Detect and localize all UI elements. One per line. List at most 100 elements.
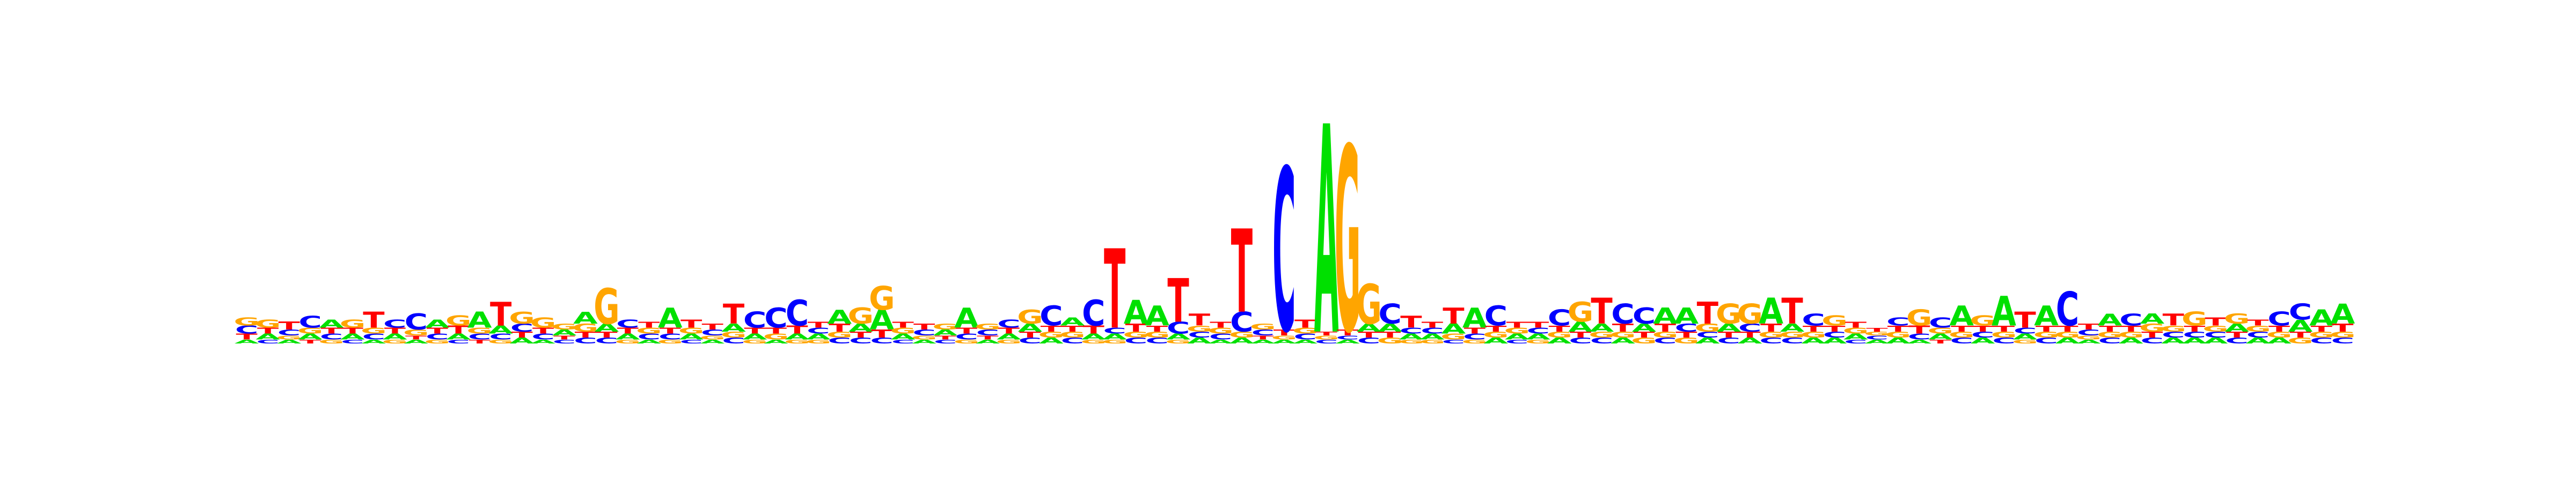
logo-letter-G-pos-5: G bbox=[318, 339, 345, 345]
logo-letter-G-pos-47: G bbox=[1208, 326, 1234, 336]
logo-letter-G-pos-9: G bbox=[403, 328, 429, 338]
logo-letter-C-pos-7: C bbox=[362, 332, 385, 342]
logo-letter-G-pos-65: G bbox=[1589, 330, 1615, 340]
logo-letter-A-pos-21: A bbox=[658, 302, 683, 334]
logo-letter-C-pos-25: C bbox=[743, 308, 766, 333]
logo-letter-T-pos-22: T bbox=[680, 318, 702, 330]
logo-letter-G-pos-26: G bbox=[763, 332, 789, 342]
logo-letter-T-pos-93: T bbox=[2184, 324, 2206, 334]
logo-letter-C-pos-17: C bbox=[574, 336, 597, 346]
logo-letter-A-pos-57: A bbox=[1420, 332, 1445, 342]
logo-letter-C-pos-93: C bbox=[2183, 330, 2206, 340]
logo-letter-T-pos-15: T bbox=[532, 326, 554, 336]
logo-letter-A-pos-37: A bbox=[997, 332, 1022, 342]
logo-letter-G-pos-99: G bbox=[2309, 330, 2335, 340]
logo-letter-C-pos-62: C bbox=[1526, 326, 1549, 336]
logo-letter-G-pos-51: G bbox=[1292, 326, 1319, 336]
logo-letter-T-pos-94: T bbox=[2205, 316, 2226, 328]
logo-letter-G-pos-98: G bbox=[2287, 336, 2314, 346]
logo-letter-T-pos-80: T bbox=[1908, 324, 1930, 336]
logo-letter-T-pos-19: T bbox=[617, 326, 639, 336]
logo-letter-G-pos-75: G bbox=[1801, 330, 1827, 340]
logo-letter-C-pos-72: C bbox=[1738, 321, 1761, 334]
logo-letter-A-pos-32: A bbox=[891, 332, 916, 342]
logo-letter-T-pos-53: T bbox=[1337, 328, 1359, 338]
logo-letter-T-pos-59: T bbox=[1464, 326, 1486, 336]
logo-letter-G-pos-79: G bbox=[1885, 330, 1912, 340]
logo-letter-C-pos-26: C bbox=[764, 302, 787, 334]
logo-letter-C-pos-53: C bbox=[1336, 335, 1359, 341]
logo-letter-G-pos-80: G bbox=[1906, 305, 1933, 331]
logo-letter-C-pos-90: C bbox=[2119, 311, 2142, 330]
logo-letter-C-pos-37: C bbox=[997, 318, 1020, 330]
logo-letter-G-pos-16: G bbox=[551, 322, 577, 332]
logo-letter-C-pos-60: C bbox=[1484, 301, 1507, 332]
logo-letter-T-pos-25: T bbox=[744, 326, 766, 336]
logo-letter-T-pos-81: T bbox=[1930, 339, 1951, 345]
logo-letter-G-pos-86: G bbox=[2033, 330, 2060, 340]
logo-letter-A-pos-38: A bbox=[1018, 321, 1042, 334]
logo-letter-T-pos-68: T bbox=[1655, 321, 1676, 334]
logo-letter-A-pos-26: A bbox=[764, 339, 788, 345]
logo-letter-A-pos-9: A bbox=[404, 339, 428, 345]
logo-letter-C-pos-87: C bbox=[2056, 283, 2079, 336]
logo-letter-C-pos-31: C bbox=[870, 336, 894, 346]
logo-letter-A-pos-24: A bbox=[721, 321, 746, 334]
logo-letter-T-pos-32: T bbox=[892, 320, 914, 330]
logo-letter-A-pos-100: A bbox=[2330, 298, 2355, 330]
logo-letter-C-pos-47: C bbox=[1209, 332, 1232, 342]
logo-letter-T-pos-11: T bbox=[448, 324, 469, 336]
logo-letter-A-pos-29: A bbox=[827, 306, 852, 328]
logo-letter-G-pos-12: G bbox=[466, 326, 493, 336]
logo-letter-A-pos-65: A bbox=[1590, 321, 1614, 334]
logo-letter-C-pos-79: C bbox=[1886, 316, 1909, 328]
logo-letter-A-pos-54: A bbox=[1357, 321, 1381, 334]
logo-letter-A-pos-62: A bbox=[1526, 332, 1551, 342]
logo-letter-G-pos-15: G bbox=[530, 315, 557, 331]
logo-letter-T-pos-17: T bbox=[575, 330, 597, 340]
logo-letter-A-pos-81: A bbox=[1928, 332, 1953, 342]
logo-letter-G-pos-56: G bbox=[1398, 339, 1424, 345]
logo-letter-A-pos-67: A bbox=[1632, 321, 1657, 334]
logo-letter-G-pos-36: G bbox=[975, 322, 1001, 332]
logo-letter-T-pos-56: T bbox=[1400, 313, 1422, 332]
logo-letter-G-pos-11: G bbox=[445, 313, 472, 329]
logo-letter-C-pos-71: C bbox=[1717, 336, 1740, 346]
logo-letter-C-pos-23: C bbox=[701, 328, 724, 338]
logo-letter-C-pos-46: C bbox=[1188, 330, 1211, 340]
logo-letter-T-pos-12: T bbox=[469, 339, 490, 345]
logo-letter-C-pos-63: C bbox=[1548, 305, 1571, 331]
logo-letter-T-pos-97: T bbox=[2268, 324, 2290, 334]
logo-letter-A-pos-49: A bbox=[1250, 339, 1275, 345]
logo-letter-C-pos-55: C bbox=[1378, 298, 1401, 330]
logo-letter-C-pos-78: C bbox=[1865, 335, 1889, 341]
logo-letter-G-pos-57: G bbox=[1419, 339, 1446, 345]
logo-letter-A-pos-73: A bbox=[1759, 291, 1783, 332]
logo-letter-G-pos-20: G bbox=[636, 326, 662, 336]
logo-letter-G-pos-8: G bbox=[382, 339, 408, 345]
logo-letter-C-pos-35: C bbox=[955, 332, 978, 342]
logo-letter-T-pos-47: T bbox=[1210, 320, 1232, 330]
logo-letter-C-pos-99: C bbox=[2310, 336, 2333, 346]
logo-letter-G-pos-49: G bbox=[1250, 322, 1276, 332]
logo-letter-G-pos-10: G bbox=[424, 339, 450, 345]
logo-letter-A-pos-69: A bbox=[1674, 303, 1699, 328]
logo-letter-T-pos-43: T bbox=[1125, 321, 1146, 334]
logo-letter-C-pos-1: C bbox=[235, 324, 258, 336]
logo-letter-C-pos-100: C bbox=[2331, 336, 2354, 346]
logo-letter-C-pos-22: C bbox=[679, 339, 702, 345]
logo-letter-G-pos-42: G bbox=[1102, 339, 1128, 345]
logo-letter-T-pos-85: T bbox=[2014, 308, 2036, 333]
logo-letter-A-pos-27: A bbox=[785, 332, 810, 342]
logo-letter-G-pos-25: G bbox=[742, 339, 768, 345]
logo-letter-C-pos-32: C bbox=[891, 339, 914, 345]
logo-letter-C-pos-50: C bbox=[1272, 123, 1296, 383]
logo-letter-T-pos-95: T bbox=[2226, 330, 2248, 340]
logo-letter-T-pos-16: T bbox=[553, 335, 575, 341]
logo-letter-A-pos-51: A bbox=[1293, 339, 1318, 345]
logo-letter-C-pos-5: C bbox=[320, 332, 343, 342]
logo-letter-G-pos-71: G bbox=[1716, 298, 1742, 330]
logo-letter-A-pos-55: A bbox=[1378, 321, 1402, 334]
logo-letter-G-pos-97: G bbox=[2266, 330, 2293, 340]
